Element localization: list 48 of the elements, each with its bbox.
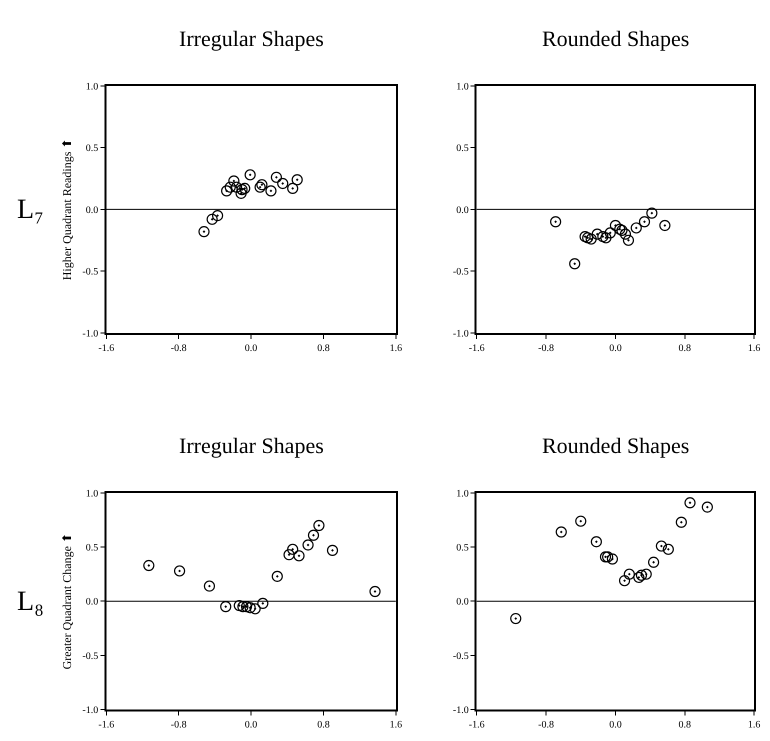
- y-tick-label: 0.5: [86, 143, 98, 154]
- x-tick-label: -1.6: [98, 342, 114, 354]
- text: L₈: [17, 586, 44, 617]
- x-tick-label: 0.0: [244, 342, 258, 354]
- y-axis-title: Greater Quadrant Change ⬆: [60, 533, 74, 670]
- y-tick-label: 0.5: [86, 542, 98, 554]
- y-tick-label: 0.0: [86, 204, 98, 216]
- y-tick-label: 0.0: [456, 204, 469, 216]
- y-tick-label: 1.0: [456, 81, 469, 92]
- x-tick-label: 1.6: [748, 342, 760, 354]
- x-tick-label: -1.6: [468, 342, 485, 354]
- chart-title: Rounded Shapes: [542, 433, 690, 458]
- y-tick-label: -1.0: [82, 328, 98, 340]
- x-tick-label: 0.8: [678, 342, 692, 354]
- x-tick-label: 1.6: [748, 719, 760, 730]
- x-tick-label: 1.6: [390, 719, 402, 730]
- x-tick-label: 0.8: [317, 342, 330, 354]
- y-tick-label: -1.0: [82, 704, 98, 716]
- y-tick-label: 1.0: [456, 488, 469, 500]
- y-tick-label: -0.5: [82, 266, 98, 278]
- chart-title: Irregular Shapes: [179, 26, 324, 51]
- y-tick-label: 0.0: [456, 596, 469, 608]
- x-tick-label: 0.8: [678, 719, 692, 730]
- y-tick-label: 0.5: [456, 143, 469, 154]
- y-tick-label: -0.5: [82, 650, 98, 662]
- y-tick-label: -0.5: [452, 266, 469, 278]
- chart-title: Rounded Shapes: [542, 26, 690, 51]
- y-tick-label: -1.0: [452, 704, 469, 716]
- x-tick-label: 0.0: [609, 719, 622, 730]
- y-tick-label: 0.0: [86, 596, 98, 608]
- x-tick-label: 0.0: [244, 719, 258, 730]
- x-tick-label: -0.8: [170, 719, 187, 730]
- x-tick-label: -0.8: [538, 719, 554, 730]
- y-tick-label: -1.0: [452, 328, 469, 340]
- x-tick-label: 1.6: [390, 342, 402, 354]
- y-axis-title: Higher Quadrant Readings ⬆: [60, 138, 74, 280]
- x-tick-label: -1.6: [468, 719, 485, 730]
- y-tick-label: 1.0: [86, 81, 98, 92]
- y-tick-label: 1.0: [86, 488, 98, 500]
- chart-title: Irregular Shapes: [179, 433, 324, 458]
- x-tick-label: 0.0: [609, 342, 622, 354]
- text: L₇: [17, 194, 44, 225]
- x-tick-label: -1.6: [98, 719, 114, 730]
- y-tick-label: 0.5: [456, 542, 469, 554]
- x-tick-label: -0.8: [538, 342, 554, 354]
- y-tick-label: -0.5: [452, 650, 469, 662]
- x-tick-label: -0.8: [170, 342, 187, 354]
- x-tick-label: 0.8: [317, 719, 330, 730]
